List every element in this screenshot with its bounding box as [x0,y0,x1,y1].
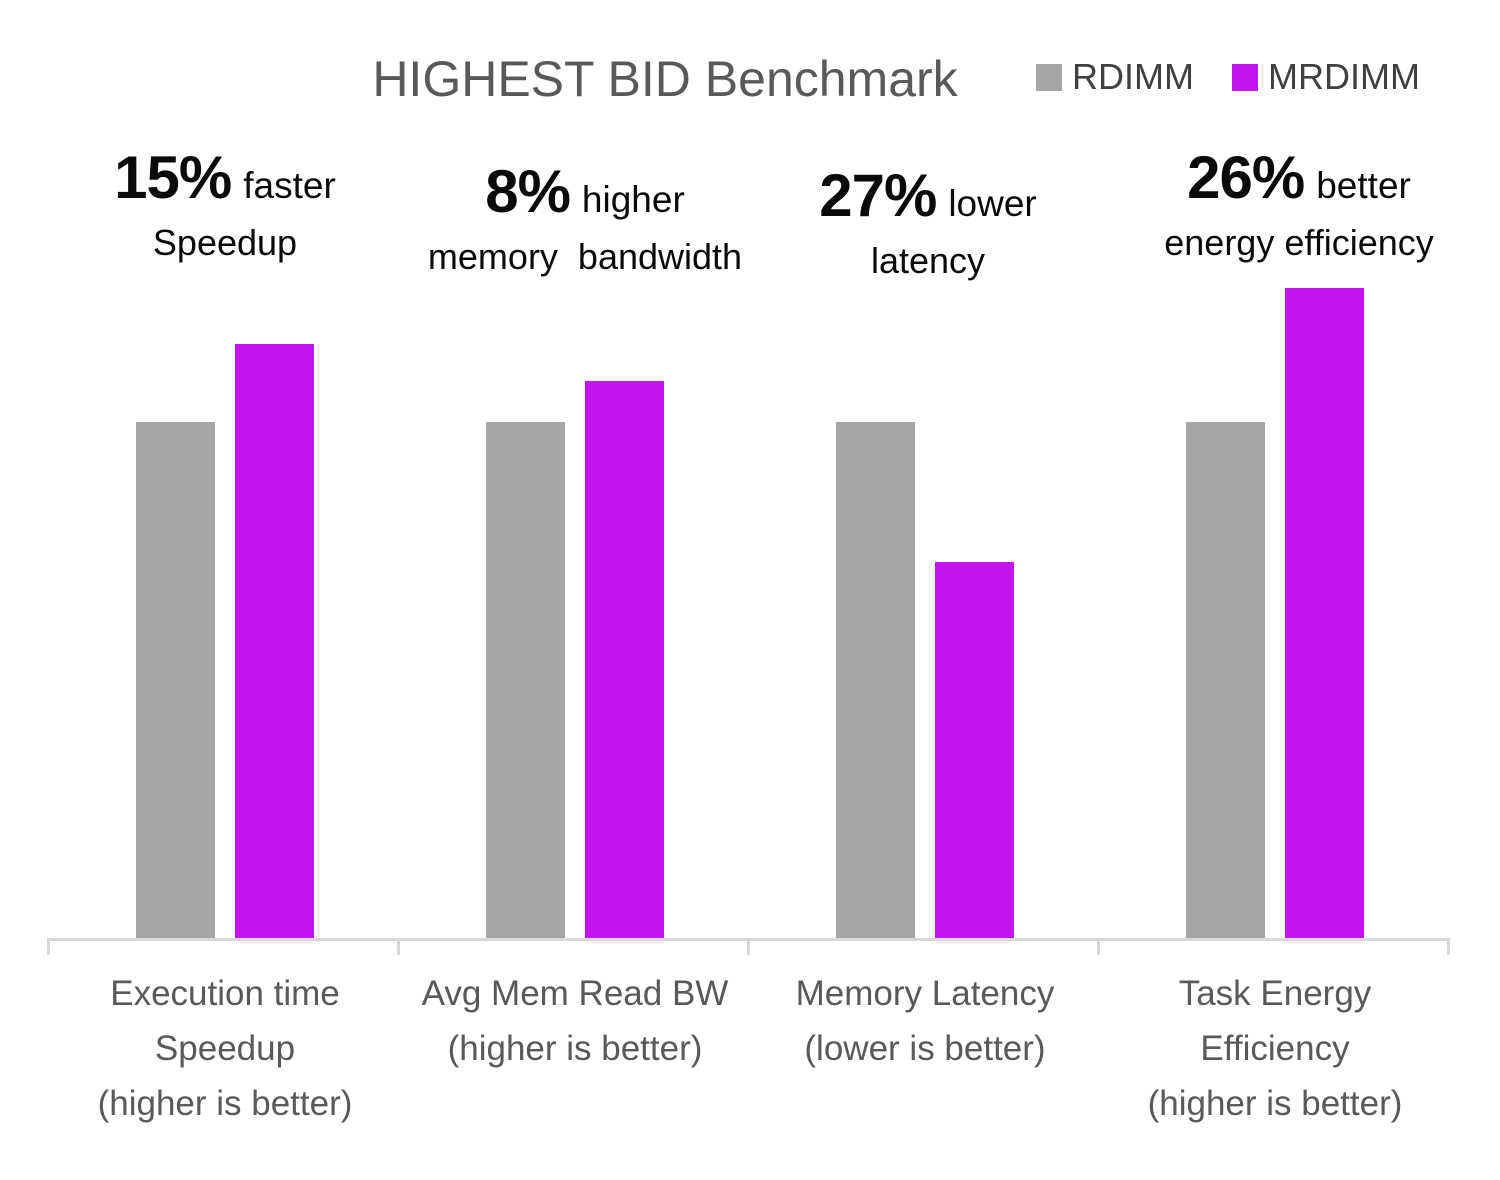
annotation-headline: 8% higher [405,157,765,226]
annotation-subject: latency [870,240,986,281]
x-axis-labels: Execution time Speedup (higher is better… [50,966,1450,1131]
annotation-speedup: 15% faster Speedup [45,143,405,264]
chart-title: HIGHEST BID Benchmark [372,51,958,107]
legend-item-rdimm: RDIMM [1036,56,1194,98]
bar-rdimm [136,422,215,939]
x-axis-tick [1447,938,1450,955]
legend: RDIMM MRDIMM [1036,56,1420,98]
annotation-subject: Speedup [152,222,298,263]
axis-label-line: Avg Mem Read BW [421,974,729,1013]
annotation-qualifier: lower [948,183,1037,224]
bar-mrdimm [1285,288,1364,939]
axis-label-line: (higher is better) [447,1029,703,1068]
legend-item-mrdimm: MRDIMM [1232,56,1420,98]
bar-group-memory-latency [750,0,1100,939]
axis-label-line: (higher is better) [1147,1084,1403,1123]
bar-group-task-energy [1100,0,1450,939]
annotation-subject: memory bandwidth [427,236,743,277]
annotation-percent: 26% [1187,144,1305,211]
axis-label-line: Memory Latency [795,974,1055,1013]
x-axis-tick [747,938,750,955]
annotation-subject: energy efficiency [1164,222,1434,263]
axis-label-line: Execution time [110,974,340,1013]
axis-label-task-energy: Task Energy Efficiency (higher is better… [1100,966,1450,1131]
annotation-latency: 27% lower latency [748,161,1108,282]
axis-label-mem-read-bw: Avg Mem Read BW (higher is better) [400,966,750,1131]
axis-label-memory-latency: Memory Latency (lower is better) [750,966,1100,1131]
bar-rdimm [486,422,565,939]
bar-rdimm [1186,422,1265,939]
annotation-headline: 27% lower [748,161,1108,230]
axis-label-execution-time: Execution time Speedup (higher is better… [50,966,400,1131]
axis-label-line: (higher is better) [97,1084,353,1123]
annotation-percent: 27% [819,162,937,229]
axis-label-line: Task Energy [1178,974,1372,1013]
x-axis-tick [1097,938,1100,955]
bar-mrdimm [935,562,1014,939]
x-axis-tick [397,938,400,955]
plot-area [50,0,1450,939]
bar-mrdimm [235,344,314,939]
annotation-qualifier: faster [243,165,336,206]
rdimm-swatch-icon [1036,63,1063,91]
x-axis-tick [47,938,50,955]
annotation-percent: 15% [114,144,232,211]
bar-group-execution-time [50,0,400,939]
axis-label-line: Speedup [154,1029,296,1068]
annotation-qualifier: better [1316,165,1411,206]
legend-label-rdimm: RDIMM [1072,56,1195,97]
annotation-bandwidth: 8% higher memory bandwidth [405,157,765,278]
annotation-percent: 8% [485,158,571,225]
annotation-headline: 26% better [1119,143,1479,212]
annotation-qualifier: higher [581,179,685,220]
annotation-headline: 15% faster [45,143,405,212]
annotation-energy: 26% better energy efficiency [1119,143,1479,264]
bar-rdimm [836,422,915,939]
bar-group-mem-read-bw [400,0,750,939]
bar-mrdimm [585,381,664,939]
mrdimm-swatch-icon [1232,63,1259,91]
axis-label-line: Efficiency [1200,1029,1350,1068]
axis-label-line: (lower is better) [804,1029,1046,1068]
legend-label-mrdimm: MRDIMM [1268,56,1420,97]
